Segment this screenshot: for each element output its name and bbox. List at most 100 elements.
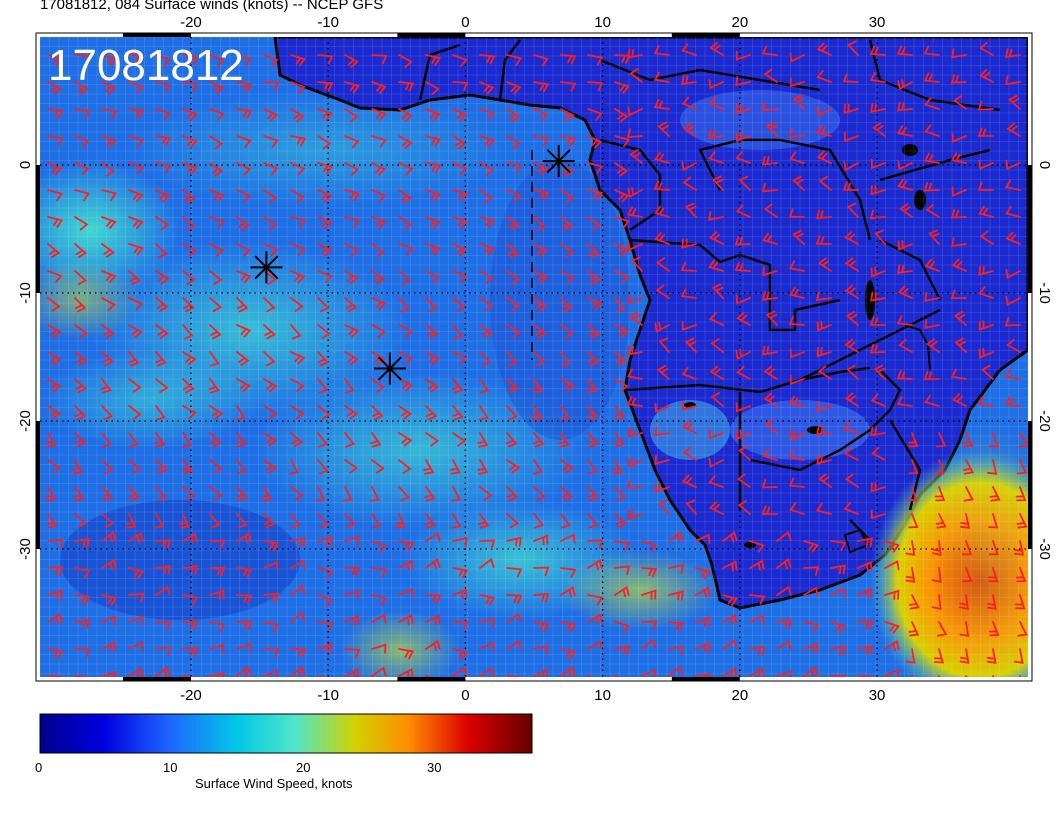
wind-barb bbox=[587, 270, 601, 285]
wind-barb bbox=[208, 378, 220, 394]
wind-barb bbox=[452, 666, 468, 677]
wind-barb bbox=[317, 270, 333, 284]
wind-barb bbox=[101, 54, 118, 66]
wind-barb bbox=[398, 668, 414, 677]
wind-barb bbox=[695, 673, 712, 677]
wind-barb bbox=[398, 378, 414, 392]
wind-barb bbox=[101, 162, 115, 177]
wind-barb bbox=[776, 618, 792, 629]
wind-barb bbox=[1018, 432, 1028, 448]
wind-barb bbox=[532, 459, 544, 475]
wind-barb bbox=[344, 378, 355, 394]
wind-barb bbox=[128, 324, 143, 339]
wind-barb bbox=[155, 486, 167, 502]
wind-barb bbox=[681, 400, 697, 411]
wind-barb bbox=[317, 405, 331, 420]
wind-barb bbox=[681, 160, 697, 172]
wind-barb bbox=[897, 160, 913, 171]
lon-tick-label: 10 bbox=[594, 687, 611, 704]
wind-barb bbox=[209, 162, 224, 177]
wind-barb bbox=[263, 432, 278, 447]
wind-barb bbox=[182, 324, 194, 340]
wind-barb bbox=[452, 588, 468, 600]
wind-barb bbox=[506, 513, 520, 529]
wind-barb bbox=[236, 189, 252, 203]
wind-barb bbox=[71, 459, 83, 475]
wind-barb bbox=[735, 103, 751, 114]
wind-barb bbox=[74, 594, 91, 605]
lon-tick-label: -10 bbox=[317, 14, 339, 31]
wind-barb bbox=[857, 675, 874, 677]
wind-barb bbox=[398, 135, 413, 149]
wind-barb bbox=[668, 621, 685, 632]
wind-barb bbox=[425, 189, 441, 202]
wind-barb bbox=[74, 54, 91, 65]
wind-barb bbox=[962, 432, 974, 448]
wind-barb bbox=[954, 337, 967, 353]
wind-barb bbox=[182, 54, 199, 66]
wind-barb bbox=[74, 432, 87, 448]
wind-barb bbox=[128, 108, 145, 119]
lat-tick-label: -20 bbox=[1036, 410, 1053, 432]
wind-barb bbox=[614, 81, 630, 94]
wind-barb bbox=[614, 621, 630, 634]
wind-barb bbox=[209, 270, 223, 285]
wind-barb bbox=[722, 531, 738, 543]
wind-barb bbox=[451, 513, 462, 529]
wind-barb bbox=[614, 108, 629, 123]
wind-barb bbox=[45, 432, 57, 448]
wind-barb bbox=[74, 243, 88, 259]
wind-barb bbox=[668, 590, 684, 601]
wind-barb bbox=[154, 432, 166, 448]
wind-barb bbox=[236, 665, 252, 677]
wind-barb bbox=[897, 79, 913, 91]
wind-barb bbox=[815, 235, 832, 245]
wind-barb bbox=[479, 667, 495, 677]
wind-barb bbox=[762, 345, 778, 356]
wind-barb bbox=[155, 351, 167, 367]
wind-barb bbox=[1013, 648, 1024, 664]
wind-barb bbox=[236, 216, 250, 231]
wind-barb bbox=[845, 311, 859, 326]
wind-barb bbox=[533, 644, 549, 655]
wind-barb bbox=[209, 108, 225, 121]
wind-barb bbox=[843, 447, 859, 461]
wind-barb bbox=[74, 567, 91, 579]
wind-barb bbox=[763, 68, 778, 83]
wind-barb bbox=[317, 459, 329, 475]
wind-barb bbox=[708, 457, 724, 468]
wind-barb bbox=[47, 324, 62, 339]
wind-barb bbox=[953, 310, 967, 326]
wind-barb bbox=[344, 162, 360, 176]
wind-barb bbox=[560, 351, 571, 367]
wind-barb bbox=[708, 501, 724, 515]
wind-barb bbox=[479, 324, 494, 339]
wind-barb bbox=[1004, 368, 1021, 380]
wind-barb bbox=[629, 149, 643, 164]
wind-barb bbox=[533, 621, 550, 632]
wind-barb bbox=[128, 135, 144, 148]
wind-barb bbox=[788, 208, 805, 218]
wind-barb bbox=[317, 81, 334, 92]
wind-barb bbox=[371, 459, 385, 474]
wind-barb bbox=[263, 513, 276, 529]
wind-barb bbox=[506, 54, 523, 66]
wind-barb bbox=[950, 152, 967, 164]
wind-barb bbox=[736, 473, 751, 488]
wind-barb bbox=[533, 81, 550, 93]
wind-barb bbox=[1016, 513, 1028, 529]
wind-barb bbox=[533, 297, 548, 312]
lon-tick-label: 30 bbox=[869, 14, 886, 31]
wind-barb bbox=[479, 558, 495, 569]
wind-barb bbox=[924, 291, 940, 302]
wind-barb bbox=[682, 446, 697, 461]
wind-barb bbox=[708, 475, 724, 488]
wind-barb bbox=[425, 614, 441, 626]
wind-barb bbox=[614, 162, 629, 177]
wind-barb bbox=[478, 513, 490, 529]
wind-barb bbox=[344, 54, 359, 68]
wind-barb bbox=[789, 52, 805, 63]
wind-barb bbox=[209, 216, 225, 229]
wind-barb bbox=[816, 320, 832, 332]
date-stamp: 17081812 bbox=[48, 41, 244, 90]
